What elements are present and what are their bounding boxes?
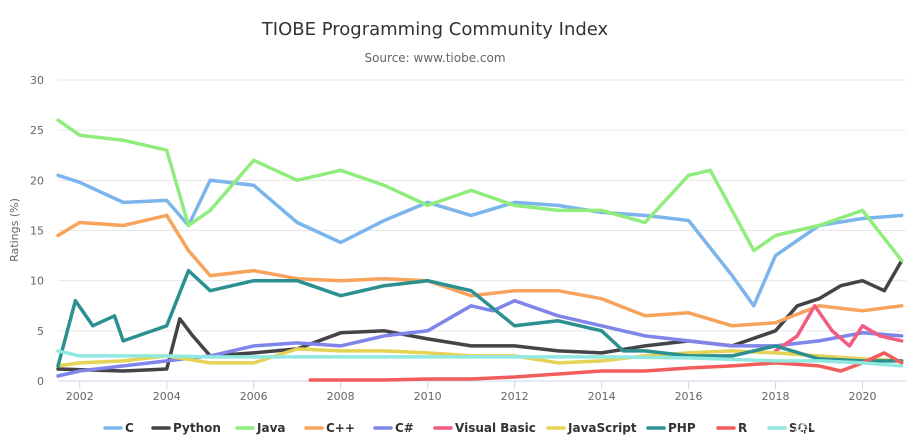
legend-label: C	[125, 421, 134, 435]
legend-item-python[interactable]: Python	[151, 421, 221, 435]
y-tick-label: 30	[30, 74, 44, 87]
series-line-python[interactable]	[56, 258, 904, 373]
x-tick-label: 2004	[153, 390, 181, 403]
legend-label: SQL	[789, 421, 816, 435]
legend-item-r[interactable]: R	[716, 421, 747, 435]
legend-item-sql[interactable]: SQL	[767, 421, 816, 435]
legend-label: Python	[173, 421, 221, 435]
series-line-c-[interactable]	[56, 213, 904, 328]
x-tick-label: 2020	[849, 390, 877, 403]
legend: C Python Java C++ C# Visual Basic JavaScript PH…	[103, 421, 816, 435]
watermark: 稀土掘金技术社区	[794, 422, 906, 438]
x-tick-label: 2014	[588, 390, 616, 403]
x-tick-label: 2008	[327, 390, 355, 403]
y-tick-label: 0	[37, 375, 44, 388]
watermark-text: 稀土掘金技术社区	[794, 422, 906, 438]
legend-label: Visual Basic	[455, 421, 536, 435]
x-tick-label: 2018	[762, 390, 790, 403]
series-line-c[interactable]	[56, 173, 904, 308]
y-tick-label: 20	[30, 174, 44, 187]
series-line-r[interactable]	[308, 351, 904, 382]
legend-item-visual-basic[interactable]: Visual Basic	[433, 421, 536, 435]
chart-title: TIOBE Programming Community Index	[261, 19, 609, 40]
chart-subtitle: Source: www.tiobe.com	[364, 51, 505, 65]
legend-item-javascript[interactable]: JavaScript	[546, 421, 637, 435]
y-tick-label: 10	[30, 275, 44, 288]
legend-label: PHP	[668, 421, 696, 435]
y-tick-label: 25	[30, 124, 44, 137]
legend-item-java[interactable]: Java	[235, 421, 285, 435]
x-tick-label: 2002	[66, 390, 94, 403]
legend-item-c-[interactable]: C++	[304, 421, 355, 435]
x-tick-label: 2010	[414, 390, 442, 403]
legend-label: R	[738, 421, 747, 435]
x-tick-label: 2012	[501, 390, 529, 403]
x-axis-ticks: 2002 2004 2006 2008 2010 2012 2014 2016 2018 2020	[66, 381, 877, 403]
series-line-java[interactable]	[56, 118, 904, 263]
legend-item-c[interactable]: C	[103, 421, 134, 435]
legend-label: Java	[256, 421, 285, 435]
legend-item-php[interactable]: PHP	[646, 421, 696, 435]
legend-label: C++	[326, 421, 355, 435]
series-line-sql[interactable]	[56, 349, 904, 368]
legend-label: JavaScript	[567, 421, 637, 435]
y-tick-label: 15	[30, 225, 44, 238]
legend-item-c-[interactable]: C#	[373, 421, 414, 435]
x-tick-label: 2016	[675, 390, 703, 403]
legend-label: C#	[395, 421, 414, 435]
x-tick-label: 2006	[240, 390, 268, 403]
series-line-c-[interactable]	[56, 298, 904, 378]
grid-lines	[58, 79, 906, 382]
series-line-visual-basic[interactable]	[773, 304, 904, 353]
series-lines	[56, 118, 904, 382]
y-tick-label: 5	[37, 325, 44, 338]
y-axis-title: Ratings (%)	[8, 198, 21, 262]
y-axis-ticks: 0 5 10 15 20 25 30	[30, 74, 44, 388]
series-line-php[interactable]	[56, 268, 904, 368]
